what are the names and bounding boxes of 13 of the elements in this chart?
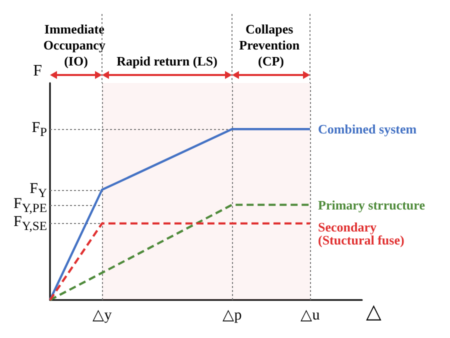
x-tick-label: △y — [92, 308, 112, 324]
band-label: Rapid return (LS) — [116, 54, 218, 68]
series-label: Secondary (Stuctural fuse) — [318, 219, 404, 248]
series-label: Primary strructure — [318, 197, 426, 212]
text: Immediate Occupancy (IO) — [43, 22, 109, 68]
ref-line-label: F$_{P}$ — [32, 119, 47, 142]
band-label: Collapes Prevention (CP) — [239, 22, 303, 68]
ref-line-label: F$_{Y,SE}$ — [14, 214, 47, 236]
x-axis-title: △ — [366, 301, 382, 323]
x-tick-label: △p — [222, 308, 242, 324]
y-axis-title: F — [33, 62, 42, 80]
x-tick-label: △u — [300, 308, 320, 324]
series-label: Combined system — [318, 122, 417, 137]
